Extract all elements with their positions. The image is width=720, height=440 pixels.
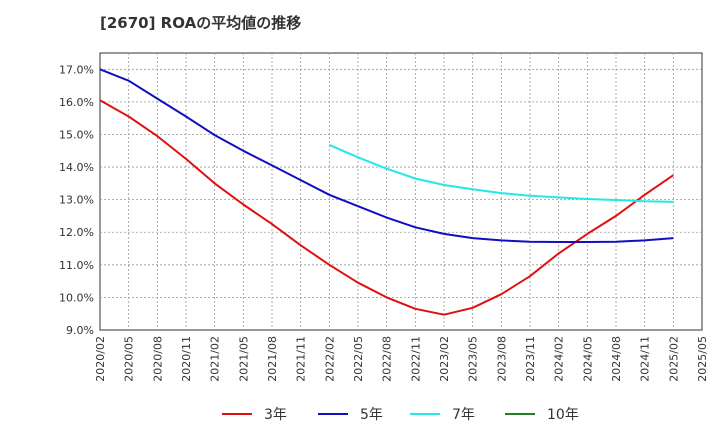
y-tick-label: 10.0% bbox=[59, 291, 94, 304]
x-tick-label: 2025/02 bbox=[667, 336, 680, 382]
x-tick-label: 2021/11 bbox=[295, 336, 308, 382]
y-tick-label: 9.0% bbox=[66, 324, 94, 337]
x-tick-label: 2024/08 bbox=[610, 336, 623, 382]
series-line-1 bbox=[99, 68, 674, 243]
y-tick-label: 12.0% bbox=[59, 226, 94, 239]
x-tick-label: 2025/05 bbox=[696, 336, 709, 382]
y-tick-label: 14.0% bbox=[59, 161, 94, 174]
x-tick-label: 2023/02 bbox=[438, 336, 451, 382]
plot-area bbox=[99, 52, 703, 331]
legend-label-0: 3年 bbox=[264, 407, 287, 423]
x-tick-label: 2021/05 bbox=[237, 336, 250, 382]
y-tick-label: 11.0% bbox=[59, 259, 94, 272]
legend-label-3: 10年 bbox=[547, 407, 579, 423]
x-axis-ticks: 2020/02 2020/05 2020/08 2020/11 2021/02 2021/… bbox=[94, 336, 709, 382]
x-tick-label: 2024/05 bbox=[581, 336, 594, 382]
y-tick-label: 15.0% bbox=[59, 128, 94, 141]
x-tick-label: 2023/05 bbox=[467, 336, 480, 382]
legend-label-1: 5年 bbox=[360, 407, 383, 423]
x-tick-label: 2020/08 bbox=[151, 336, 164, 382]
x-tick-label: 2021/02 bbox=[209, 336, 222, 382]
y-tick-label: 13.0% bbox=[59, 194, 94, 207]
series-line-2 bbox=[328, 143, 674, 203]
x-tick-label: 2022/11 bbox=[409, 336, 422, 382]
x-tick-label: 2024/11 bbox=[639, 336, 652, 382]
legend: 3年 5年 7年 10年 bbox=[222, 407, 579, 423]
y-axis-ticks: 9.0% 10.0% 11.0% 12.0% 13.0% 14.0% 15.0% 16.0% 1… bbox=[59, 63, 94, 337]
x-tick-label: 2020/02 bbox=[94, 336, 107, 382]
x-tick-label: 2020/11 bbox=[180, 336, 193, 382]
chart-title: [2670] ROAの平均値の推移 bbox=[100, 14, 302, 32]
x-tick-label: 2020/05 bbox=[123, 336, 136, 382]
series-line-0 bbox=[99, 99, 674, 316]
x-tick-label: 2022/02 bbox=[323, 336, 336, 382]
legend-label-2: 7年 bbox=[452, 407, 475, 423]
y-tick-label: 17.0% bbox=[59, 63, 94, 76]
x-tick-label: 2022/08 bbox=[381, 336, 394, 382]
x-tick-label: 2023/08 bbox=[495, 336, 508, 382]
x-tick-label: 2023/11 bbox=[524, 336, 537, 382]
x-tick-label: 2021/08 bbox=[266, 336, 279, 382]
series-lines bbox=[99, 68, 674, 316]
y-tick-label: 16.0% bbox=[59, 96, 94, 109]
x-tick-label: 2022/05 bbox=[352, 336, 365, 382]
x-tick-label: 2024/02 bbox=[553, 336, 566, 382]
